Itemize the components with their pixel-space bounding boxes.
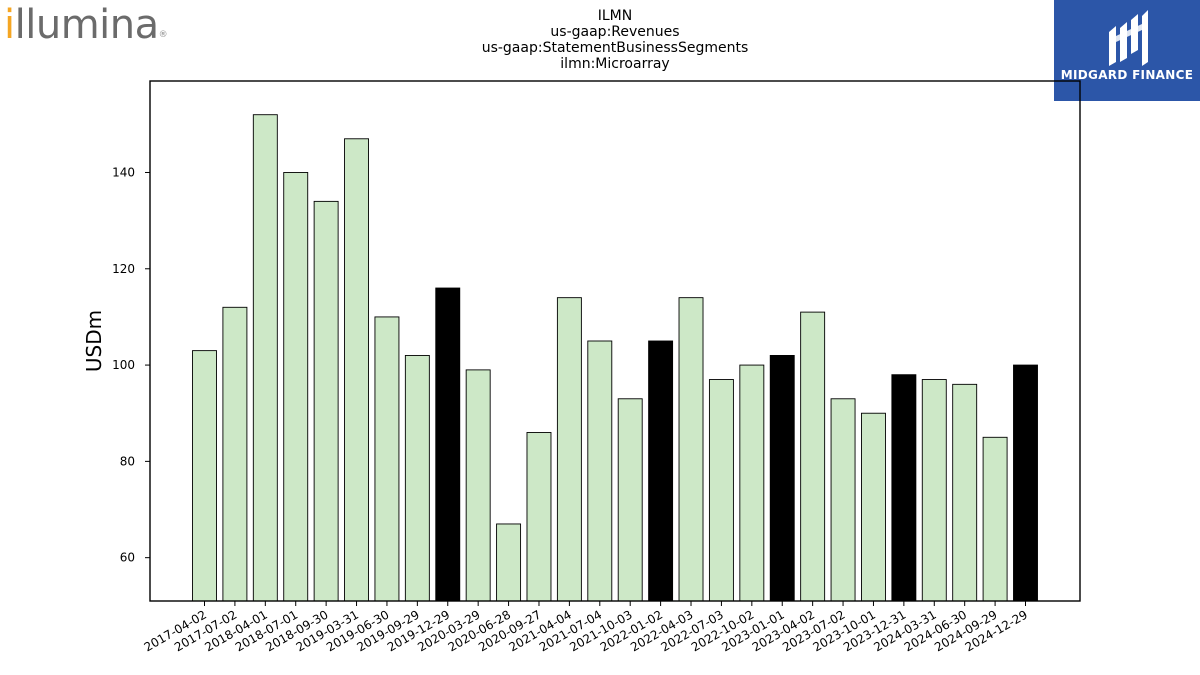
bar xyxy=(739,364,765,602)
bar xyxy=(192,350,217,602)
bar xyxy=(465,369,491,602)
bar xyxy=(222,306,248,602)
y-tick-label: 80 xyxy=(120,454,135,468)
bar xyxy=(708,379,734,602)
bar xyxy=(283,172,309,602)
bar xyxy=(252,114,278,602)
y-tick-label: 140 xyxy=(112,165,135,179)
bar xyxy=(952,383,978,602)
bar xyxy=(344,138,369,602)
bar xyxy=(313,200,339,602)
illumina-logo: illumina® xyxy=(4,2,168,48)
plot-frame xyxy=(149,80,1081,602)
midgard-finance-logo: MIDGARD FINANCE xyxy=(1054,0,1200,101)
x-axis: 2017-04-022017-07-022018-04-012018-07-01… xyxy=(142,601,1030,654)
bar xyxy=(526,432,552,602)
bar xyxy=(769,354,795,602)
bar xyxy=(587,340,613,602)
y-tick-label: 100 xyxy=(112,358,135,372)
bar xyxy=(830,398,856,602)
bar xyxy=(891,374,917,602)
title-line: ILMN xyxy=(598,8,632,24)
chart-title: ILMNus-gaap:Revenuesus-gaap:StatementBus… xyxy=(482,8,749,72)
bar xyxy=(648,340,674,602)
title-line: us-gaap:Revenues xyxy=(550,24,679,40)
bar xyxy=(800,311,826,602)
bar xyxy=(861,412,886,602)
bar xyxy=(921,379,947,602)
bar xyxy=(678,297,704,602)
title-line: us-gaap:StatementBusinessSegments xyxy=(482,40,749,56)
bar xyxy=(374,316,400,602)
y-axis-label: USDm xyxy=(82,310,106,372)
title-line: ilmn:Microarray xyxy=(560,56,669,72)
midgard-mark-icon xyxy=(1109,10,1148,66)
y-tick-label: 60 xyxy=(120,551,135,565)
bar xyxy=(404,354,430,602)
bar xyxy=(617,398,643,602)
bar xyxy=(982,436,1008,602)
bars-group xyxy=(192,114,1038,602)
midgard-finance-text: MIDGARD FINANCE xyxy=(1060,68,1194,82)
bar xyxy=(556,297,582,602)
bar xyxy=(496,523,522,602)
y-axis: 60 80 100 120 140 xyxy=(112,165,150,565)
y-tick-label: 120 xyxy=(112,262,135,276)
bar xyxy=(1013,364,1038,602)
bar xyxy=(435,287,461,602)
